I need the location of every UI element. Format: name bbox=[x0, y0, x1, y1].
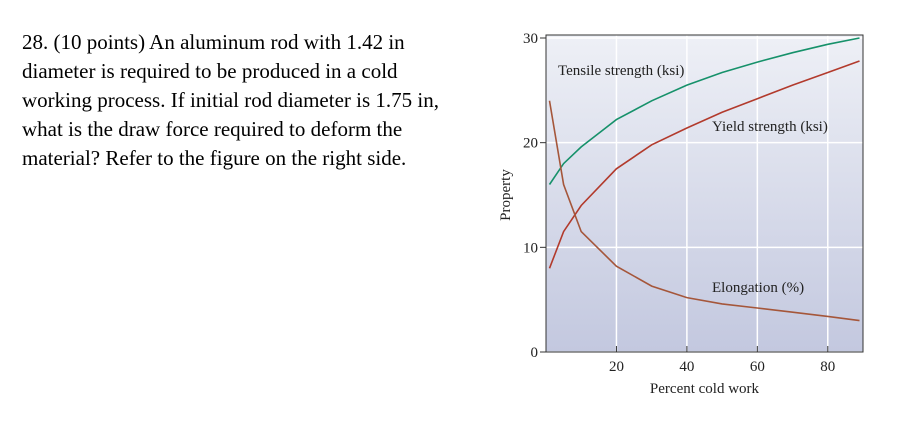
series-label: Elongation (%) bbox=[712, 280, 804, 296]
question-line: material? Refer to the figure on the rig… bbox=[22, 146, 406, 170]
x-tick-label: 80 bbox=[820, 359, 835, 375]
y-tick-label: 30 bbox=[523, 31, 538, 47]
question-line: diameter is required to be produced in a… bbox=[22, 59, 398, 83]
x-tick-label: 60 bbox=[750, 359, 765, 375]
plot-area bbox=[546, 35, 863, 352]
question-line: working process. If initial rod diameter… bbox=[22, 88, 439, 112]
question-line: what is the draw force required to defor… bbox=[22, 117, 402, 141]
y-tick-label: 20 bbox=[523, 136, 538, 152]
series-label: Yield strength (ksi) bbox=[712, 119, 828, 135]
series-line bbox=[548, 100, 860, 322]
plot-frame bbox=[545, 34, 864, 353]
series-line bbox=[548, 37, 860, 185]
y-axis-label: Property bbox=[498, 169, 514, 221]
series-label: Tensile strength (ksi) bbox=[558, 63, 684, 79]
question-line: 28. (10 points) An aluminum rod with 1.4… bbox=[22, 30, 405, 54]
x-tick-label: 40 bbox=[679, 359, 694, 375]
y-tick-label: 0 bbox=[531, 345, 539, 361]
x-axis-label: Percent cold work bbox=[650, 381, 760, 397]
y-tick-label: 10 bbox=[523, 240, 538, 256]
x-tick-label: 20 bbox=[609, 359, 624, 375]
